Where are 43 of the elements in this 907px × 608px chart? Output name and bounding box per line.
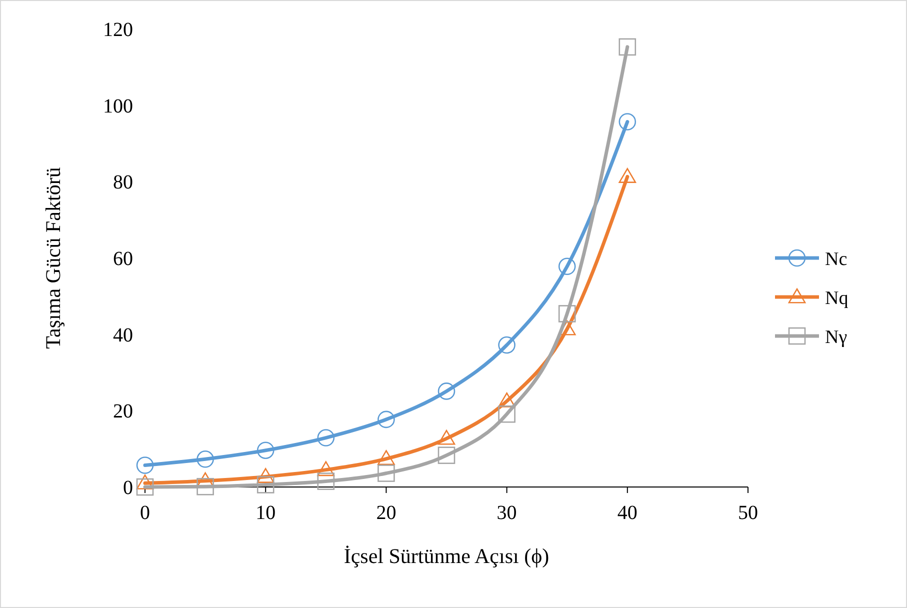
y-tick-label: 80 xyxy=(113,172,133,194)
point xyxy=(438,446,456,464)
legend-label: Nq xyxy=(825,288,849,309)
point xyxy=(196,478,214,496)
point xyxy=(618,168,636,183)
y-tick-label: 40 xyxy=(113,324,133,346)
point xyxy=(498,392,516,408)
x-axis-title: İçsel Sürtünme Açısı (ϕ) xyxy=(344,544,550,568)
point xyxy=(558,258,576,276)
legend-label: Nγ xyxy=(825,327,848,348)
x-tick-label: 10 xyxy=(256,502,276,524)
y-axis-title: Taşıma Gücü Faktörü xyxy=(41,166,65,349)
point xyxy=(317,472,335,490)
point xyxy=(438,430,456,445)
y-tick-label: 60 xyxy=(113,248,133,270)
y-tick-label: 120 xyxy=(103,19,133,41)
x-tick-label: 0 xyxy=(140,502,150,524)
x-tick-label: 30 xyxy=(496,502,517,524)
point xyxy=(196,450,214,468)
point xyxy=(256,442,274,460)
point xyxy=(136,456,154,474)
x-tick-label: 20 xyxy=(376,502,396,524)
point xyxy=(136,474,154,490)
y-tick-label: 100 xyxy=(103,95,133,118)
point xyxy=(558,305,576,322)
point xyxy=(498,405,516,423)
point xyxy=(378,450,395,466)
point xyxy=(378,464,395,482)
y-tick-label: 20 xyxy=(113,400,133,423)
point xyxy=(317,461,335,476)
point xyxy=(378,410,395,428)
point xyxy=(256,476,274,494)
point xyxy=(618,113,636,130)
y-tick-label: 0 xyxy=(123,477,133,499)
point xyxy=(317,429,335,446)
point xyxy=(256,468,274,483)
x-tick-label: 40 xyxy=(617,502,638,524)
point xyxy=(136,478,154,496)
legend-label: Nc xyxy=(825,249,848,270)
point xyxy=(438,382,456,400)
point xyxy=(618,38,636,56)
x-tick-label: 50 xyxy=(738,502,758,524)
point xyxy=(498,336,516,354)
